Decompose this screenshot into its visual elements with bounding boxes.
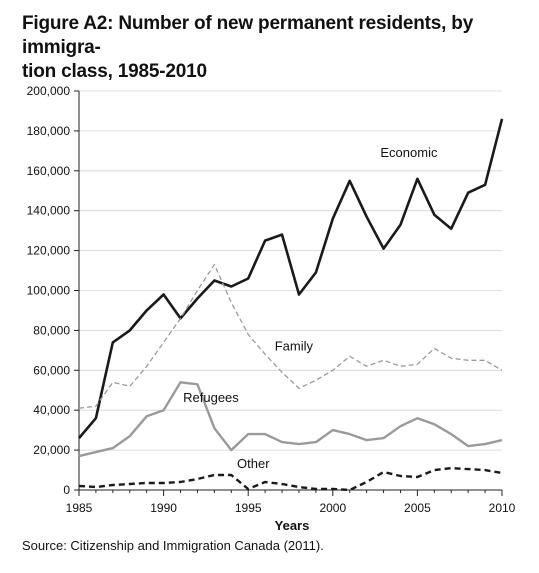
y-tick-label: 160,000 xyxy=(27,164,71,178)
x-tick-label: 1990 xyxy=(150,501,177,515)
y-tick-label: 0 xyxy=(63,483,70,497)
series-label-other: Other xyxy=(237,456,270,471)
y-tick-label: 140,000 xyxy=(27,204,71,218)
source-note: Source: Citizenship and Immigration Cana… xyxy=(22,538,324,553)
series-line-refugees xyxy=(78,381,503,458)
series-label-economic: Economic xyxy=(380,145,438,160)
axes: 0 20,000 40,000 60,000 80,000 100,000 120,000 1… xyxy=(27,84,516,515)
series-labels: Economic Family Refugees Other xyxy=(183,145,438,471)
series-line-family xyxy=(78,263,503,409)
series-line-other xyxy=(78,466,503,492)
x-tick-label: 2005 xyxy=(404,501,431,515)
figure-title-line-1: Figure A2: Number of new permanent resid… xyxy=(22,13,474,58)
y-tick-label: 180,000 xyxy=(27,124,71,138)
y-tick-label: 100,000 xyxy=(27,284,71,298)
series-label-family: Family xyxy=(275,338,314,353)
x-tick-label: 2010 xyxy=(489,501,516,515)
y-tick-label: 40,000 xyxy=(33,403,70,417)
series-lines xyxy=(78,118,504,492)
y-tick-label: 120,000 xyxy=(27,244,71,258)
figure-title: Figure A2: Number of new permanent resid… xyxy=(22,12,527,84)
x-tick-label: 1995 xyxy=(235,501,262,515)
y-tick-label: 20,000 xyxy=(33,443,70,457)
figure-title-line-2: tion class, 1985-2010 xyxy=(22,61,207,82)
grid-lines xyxy=(79,90,502,451)
x-tick-label: 2000 xyxy=(319,501,346,515)
series-line-economic xyxy=(78,118,504,439)
series-label-refugees: Refugees xyxy=(183,390,239,405)
x-axis-label: Years xyxy=(275,518,310,533)
y-tick-label: 80,000 xyxy=(33,323,70,337)
y-tick-label: 200,000 xyxy=(27,84,71,98)
x-tick-label: 1985 xyxy=(66,501,93,515)
y-tick-label: 60,000 xyxy=(33,363,70,377)
